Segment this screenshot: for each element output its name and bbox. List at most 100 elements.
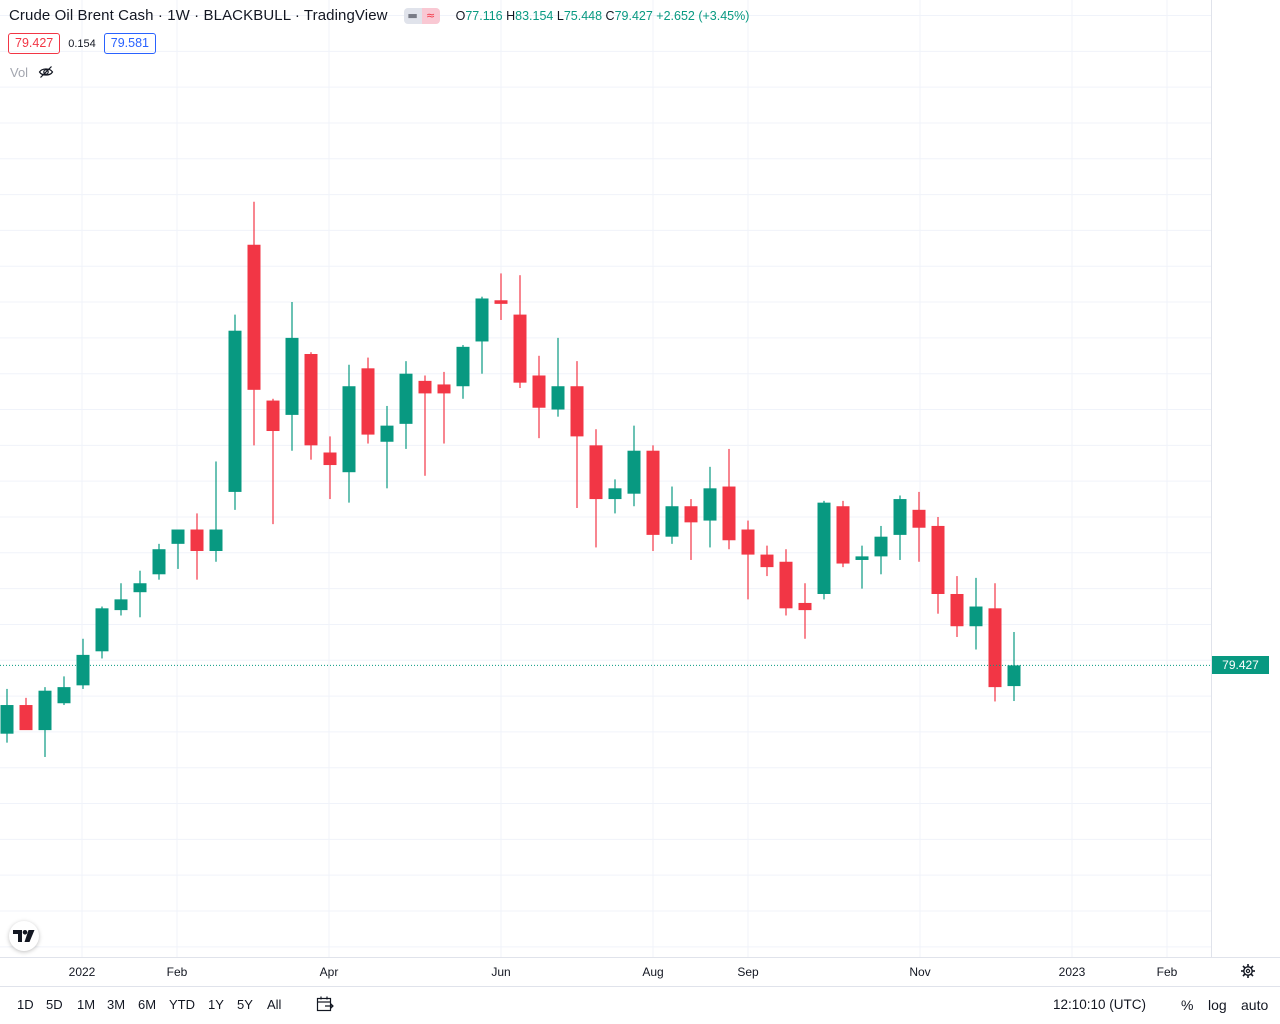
candle-body [494,300,508,304]
candle-body [228,330,242,492]
candle-body [399,373,413,424]
time-tick-label: 2022 [69,965,96,979]
candle-body [532,375,546,408]
candle-body [855,556,869,560]
tradingview-logo[interactable] [9,921,39,951]
candle [931,516,945,614]
eye-hidden-icon[interactable] [38,64,54,80]
timeframe-5y-button[interactable]: 5Y [237,997,253,1012]
candle [171,529,185,569]
tradingview-logo-icon [13,930,35,942]
candle [399,361,413,449]
candle-body [1007,665,1021,687]
candle [228,314,242,510]
timeframe-6m-button[interactable]: 6M [138,997,157,1012]
candlestick-chart[interactable] [0,0,1211,957]
utc-clock[interactable]: 12:10:10 (UTC) [1053,997,1147,1012]
timeframe-1m-button[interactable]: 1M [77,997,96,1012]
candle [589,429,603,548]
candle-body [893,499,907,535]
price-scale-labels: 152.000148.000144.000140.000136.000132.0… [1212,0,1280,957]
candle-body [285,337,299,415]
candle-body [19,705,33,731]
time-tick-label: Jun [491,965,510,979]
candle [1007,632,1021,702]
candle [38,687,52,757]
candle-body [247,244,261,390]
candle-body [323,452,337,466]
current-price-tag: 79.427 [1212,656,1269,675]
candle-body [608,488,622,500]
candle [95,606,109,659]
date-range-icon[interactable] [316,996,334,1012]
bid-ask-row: 79.427 0.154 79.581 [8,33,156,54]
candle-body [988,608,1002,688]
candle-body [969,606,983,627]
candle-body [912,509,926,528]
candle-body [760,554,774,568]
candle [114,583,128,616]
chart-area[interactable] [0,0,1211,957]
log-scale-toggle[interactable]: log [1208,997,1227,1013]
close-label: C [605,8,615,23]
candle [874,525,888,575]
candle [76,638,90,689]
candle [570,361,584,509]
candle [475,296,489,374]
time-tick-label: Sep [737,965,759,979]
candle-body [513,314,527,383]
auto-scale-toggle[interactable]: auto [1241,997,1269,1013]
candle [152,543,166,580]
candle-body [741,529,755,555]
candle [722,448,736,550]
candle-body [133,583,147,593]
candle [779,549,793,616]
candle-body [152,549,166,575]
candle-body [456,346,470,387]
candle [988,583,1002,702]
symbol-pill[interactable]: ▬ ≈ [403,7,440,24]
time-tick-label: Feb [1157,965,1178,979]
candle [19,697,33,731]
candle-body [342,386,356,473]
approx-icon[interactable]: ≈ [421,7,440,24]
bottom-toolbar: 1D 5D 1M 3M 6M YTD 1Y 5Y All [0,986,1280,1024]
candle-body [646,450,660,535]
spread-value: 0.154 [68,37,96,50]
candle-body [95,608,109,652]
candle [969,577,983,650]
timeframe-ytd-button[interactable]: YTD [169,997,195,1012]
candle-body [418,380,432,394]
gear-icon[interactable] [1240,963,1256,979]
buy-price-button[interactable]: 79.581 [103,33,156,54]
time-axis[interactable]: 2022 Feb Apr Jun Aug Sep Nov 2023 Feb [0,957,1280,987]
candle [703,466,717,548]
timeframe-1y-button[interactable]: 1Y [208,997,224,1012]
candle-body [684,506,698,523]
timeframe-3m-button[interactable]: 3M [107,997,126,1012]
volume-indicator[interactable]: Vol [10,64,54,80]
candle [361,357,375,444]
timeframe-all-button[interactable]: All [267,997,282,1012]
candle-body [798,602,812,611]
sell-price-button[interactable]: 79.427 [8,33,61,54]
candle [437,371,451,444]
candle [342,364,356,503]
candle-body [209,529,223,552]
timeframe-1d-button[interactable]: 1D [17,997,34,1012]
timeframe-5d-button[interactable]: 5D [46,997,63,1012]
time-tick-label: Aug [642,965,663,979]
percent-scale-toggle[interactable]: % [1181,997,1194,1013]
candle [798,583,812,639]
candle-body [171,529,185,544]
change-value: +2.652 (+3.45%) [656,8,750,23]
price-scale[interactable]: 152.000148.000144.000140.000136.000132.0… [1211,0,1280,957]
candle [266,398,280,525]
chart-legend: Crude Oil Brent Cash · 1W · BLACKBULL · … [9,7,749,24]
candle-body [266,400,280,432]
candle [57,676,71,706]
candle [893,495,907,560]
symbol-title[interactable]: Crude Oil Brent Cash · 1W · BLACKBULL · … [9,7,388,24]
minus-icon[interactable]: ▬ [403,7,422,24]
candle-body [475,298,489,342]
